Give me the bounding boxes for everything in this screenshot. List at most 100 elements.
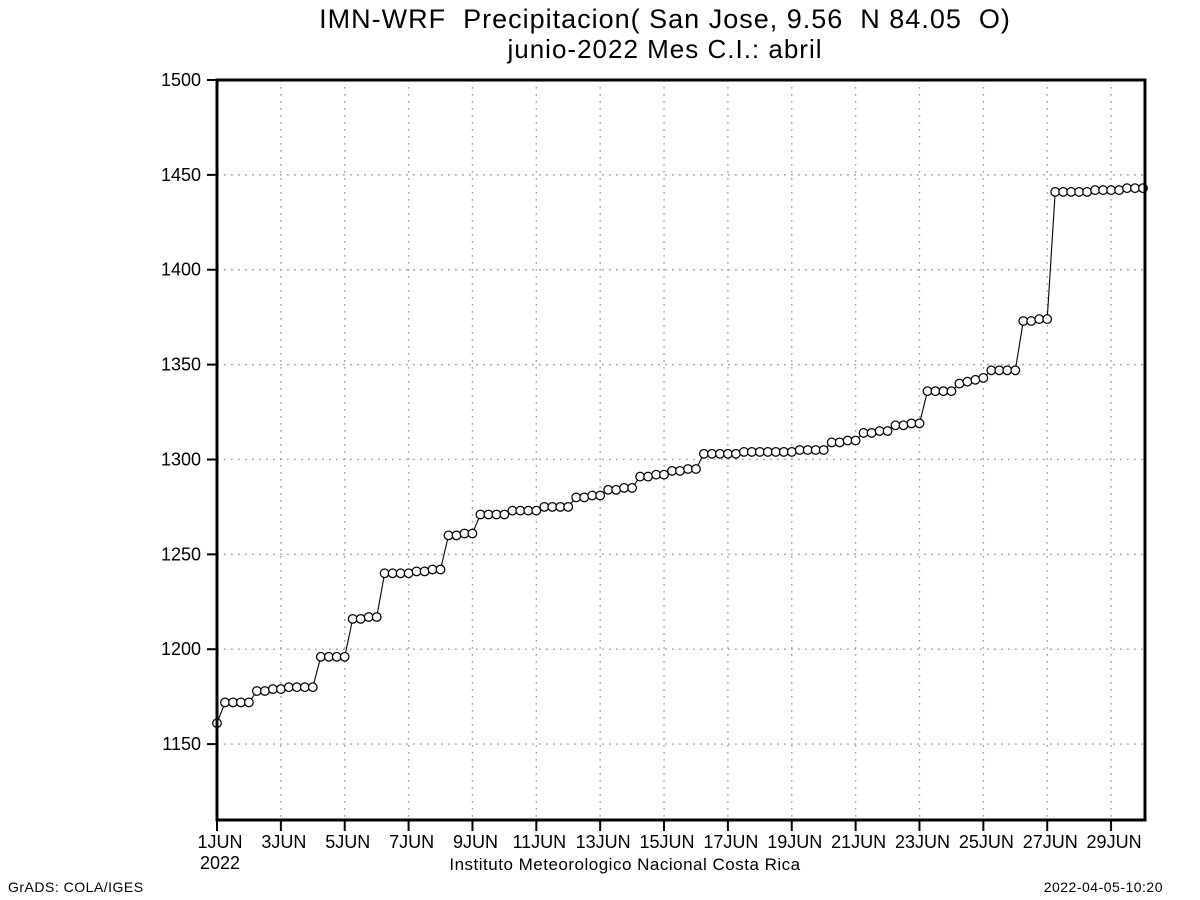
data-point-marker (962, 376, 973, 387)
y-axis-tick-label: 1450 (161, 165, 201, 185)
data-point-marker (1002, 365, 1013, 376)
data-point-marker (794, 445, 805, 455)
data-point-marker (363, 612, 374, 622)
data-point-marker (906, 418, 917, 429)
data-point-marker (810, 445, 821, 455)
data-point-marker (411, 566, 422, 577)
data-point-marker (355, 613, 366, 624)
data-point-marker (467, 528, 478, 539)
data-point-marker (1106, 185, 1117, 196)
data-point-marker (818, 445, 829, 455)
data-point-marker (1082, 186, 1093, 197)
data-point-marker (1042, 314, 1053, 325)
data-point-marker (331, 651, 342, 662)
data-point-marker (786, 446, 797, 457)
data-point-marker (1010, 365, 1021, 376)
x-axis-tick-label: 1JUN (197, 832, 242, 852)
x-axis-tick-label: 15JUN (640, 832, 695, 852)
x-axis-tick-label: 7JUN (389, 832, 434, 852)
data-point-marker (978, 372, 989, 383)
x-axis-year-label: 2022 (200, 853, 240, 873)
data-point-marker (1122, 183, 1132, 194)
x-axis-tick-label: 17JUN (703, 832, 758, 852)
data-point-marker (1074, 186, 1085, 197)
y-axis-tick-label: 1350 (161, 355, 201, 375)
data-point-marker (826, 437, 837, 448)
data-point-marker (299, 682, 310, 693)
data-point-marker (531, 505, 542, 516)
data-point-marker (770, 446, 781, 457)
data-point-marker (659, 469, 669, 480)
data-point-marker (315, 651, 326, 662)
data-point-marker (259, 686, 270, 696)
generation-timestamp: 2022-04-05-10:20 (1043, 879, 1163, 895)
data-point-marker (691, 464, 701, 474)
data-point-marker (451, 530, 462, 541)
data-point-marker (275, 684, 286, 695)
data-point-marker (291, 682, 302, 693)
data-point-marker (778, 446, 789, 457)
data-point-marker (339, 651, 350, 662)
data-point-marker (595, 490, 606, 501)
data-point-marker (243, 697, 254, 708)
data-point-marker (762, 446, 773, 457)
data-point-marker (579, 492, 590, 503)
y-axis-tick-label: 1300 (161, 449, 201, 469)
data-point-marker (890, 420, 901, 431)
data-point-marker (1090, 185, 1101, 196)
data-point-marker (515, 505, 526, 516)
data-point-marker (914, 418, 925, 429)
grads-credit: GrADS: COLA/IGES (8, 879, 144, 895)
data-point-marker (730, 448, 741, 459)
plot-frame (215, 78, 1147, 822)
footer-caption: Instituto Meteorologico Nacional Costa R… (449, 855, 801, 874)
data-point-marker (874, 426, 885, 436)
data-point-marker (563, 501, 574, 512)
data-point-marker (802, 445, 813, 455)
data-point-marker (419, 566, 430, 577)
data-point-marker (403, 568, 414, 579)
data-point-marker (619, 482, 630, 493)
data-point-marker (635, 471, 646, 482)
data-point-marker (491, 509, 502, 520)
data-point-marker (882, 426, 893, 436)
x-axis-tick-label: 13JUN (576, 832, 631, 852)
x-axis-tick-label: 23JUN (895, 832, 950, 852)
data-point-marker (387, 568, 398, 579)
data-point-marker (698, 448, 709, 459)
data-point-marker (850, 435, 861, 446)
x-axis-tick-label: 27JUN (1023, 832, 1078, 852)
data-point-marker (643, 471, 654, 482)
data-point-marker (754, 446, 765, 457)
data-point-marker (898, 420, 909, 431)
data-point-marker (1098, 185, 1109, 196)
data-point-marker (220, 697, 230, 708)
y-axis-tick-label: 1400 (161, 260, 201, 280)
data-point-marker (267, 684, 278, 695)
data-point-marker (571, 492, 582, 503)
precipitation-line (216, 187, 1143, 724)
data-point-marker (371, 612, 382, 622)
data-point-marker (1114, 185, 1125, 196)
data-point-marker (706, 448, 717, 459)
data-point-marker (946, 386, 957, 397)
data-point-marker (667, 465, 677, 476)
data-point-marker (1034, 314, 1045, 325)
data-point-marker (443, 530, 454, 541)
x-axis-tick-label: 19JUN (767, 832, 822, 852)
x-axis-tick-label: 3JUN (261, 832, 306, 852)
y-axis-tick-label: 1150 (162, 734, 201, 754)
x-axis-tick-label: 29JUN (1087, 832, 1142, 852)
data-point-marker (379, 568, 390, 579)
data-point-marker (475, 509, 486, 520)
x-axis-tick-label: 21JUN (831, 832, 886, 852)
x-axis-tick-label: 25JUN (959, 832, 1014, 852)
data-point-marker (722, 448, 733, 459)
data-point-marker (1058, 186, 1069, 197)
y-axis-tick-label: 1500 (161, 70, 201, 90)
data-point-marker (683, 464, 693, 474)
data-point-marker (587, 490, 598, 501)
data-point-marker (994, 365, 1005, 376)
